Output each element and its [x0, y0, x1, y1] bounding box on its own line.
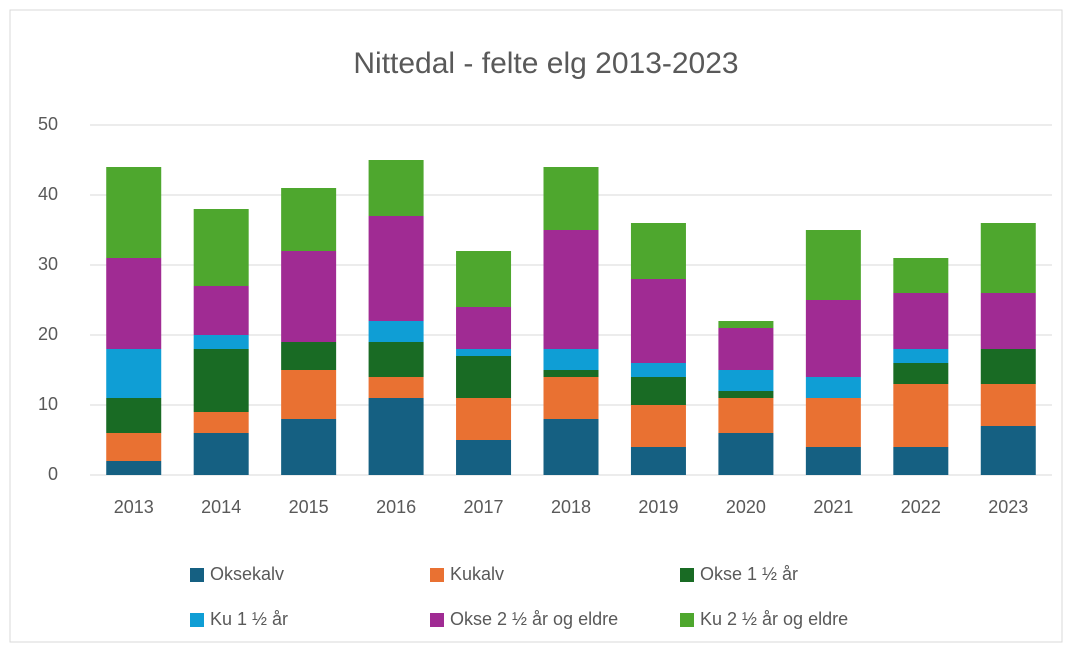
y-tick-label: 0: [48, 464, 58, 484]
chart-border: [9, 9, 1063, 643]
bar-segment: [630, 223, 686, 279]
bar-segment: [456, 356, 512, 398]
bar-segment: [718, 398, 774, 433]
legend-label: Ku 2 ½ år og eldre: [700, 609, 848, 629]
bar-segment: [630, 405, 686, 447]
bar-segment: [456, 349, 512, 356]
legend-label: Okse 1 ½ år: [700, 564, 798, 584]
bar-segment: [368, 321, 424, 342]
legend-label: Kukalv: [450, 564, 504, 584]
bar-segment: [980, 223, 1036, 293]
bar-segment: [368, 377, 424, 398]
bar-segment: [980, 293, 1036, 349]
bar-segment: [368, 216, 424, 321]
legend-swatch: [430, 568, 444, 582]
x-tick-label: 2017: [464, 497, 504, 517]
bar-segment: [456, 440, 512, 475]
legend-label: Okse 2 ½ år og eldre: [450, 609, 618, 629]
bar-segment: [980, 384, 1036, 426]
legend-swatch: [680, 568, 694, 582]
bar-segment: [193, 335, 249, 349]
bar-segment: [106, 258, 162, 349]
x-tick-label: 2016: [376, 497, 416, 517]
bar-segment: [980, 349, 1036, 384]
bar-segment: [805, 447, 861, 475]
bar-segment: [281, 188, 337, 251]
y-tick-label: 50: [38, 114, 58, 134]
bar-segment: [893, 447, 949, 475]
bar-segment: [718, 433, 774, 475]
bar-segment: [281, 419, 337, 475]
legend-swatch: [190, 613, 204, 627]
bar-segment: [893, 258, 949, 293]
y-tick-label: 40: [38, 184, 58, 204]
bar-segment: [368, 160, 424, 216]
x-tick-label: 2018: [551, 497, 591, 517]
x-tick-label: 2014: [201, 497, 241, 517]
x-tick-label: 2019: [638, 497, 678, 517]
bar-segment: [893, 293, 949, 349]
bar-segment: [193, 433, 249, 475]
x-tick-label: 2022: [901, 497, 941, 517]
bar-segment: [193, 209, 249, 286]
legend-label: Oksekalv: [210, 564, 284, 584]
bar-segment: [893, 349, 949, 363]
bar-segment: [805, 230, 861, 300]
legend-label: Ku 1 ½ år: [210, 609, 288, 629]
bar-segment: [281, 370, 337, 419]
bar-segment: [893, 363, 949, 384]
bar-segment: [543, 230, 599, 349]
bar-segment: [106, 398, 162, 433]
bar-segment: [193, 286, 249, 335]
legend-swatch: [190, 568, 204, 582]
x-tick-label: 2021: [813, 497, 853, 517]
bar-segment: [718, 391, 774, 398]
x-tick-label: 2023: [988, 497, 1028, 517]
bar-segment: [456, 398, 512, 440]
bar-segment: [718, 321, 774, 328]
bar-segment: [805, 398, 861, 447]
bar-segment: [456, 251, 512, 307]
x-tick-label: 2015: [289, 497, 329, 517]
legend-swatch: [430, 613, 444, 627]
bar-segment: [543, 419, 599, 475]
bar-segment: [368, 398, 424, 475]
bar-segment: [630, 363, 686, 377]
y-tick-label: 30: [38, 254, 58, 274]
bar-segment: [193, 412, 249, 433]
bar-segment: [281, 251, 337, 342]
bar-segment: [718, 328, 774, 370]
bar-segment: [543, 370, 599, 377]
bar-segment: [106, 349, 162, 398]
bar-segment: [718, 370, 774, 391]
bar-segment: [630, 279, 686, 363]
bar-segment: [805, 377, 861, 398]
y-tick-label: 10: [38, 394, 58, 414]
legend-swatch: [680, 613, 694, 627]
x-tick-label: 2020: [726, 497, 766, 517]
bar-segment: [193, 349, 249, 412]
bar-segment: [543, 377, 599, 419]
bar-segment: [368, 342, 424, 377]
bar-segment: [456, 307, 512, 349]
bar-segment: [543, 167, 599, 230]
x-tick-label: 2013: [114, 497, 154, 517]
bar-segment: [106, 433, 162, 461]
y-tick-label: 20: [38, 324, 58, 344]
bar-segment: [630, 377, 686, 405]
bar-segment: [106, 461, 162, 475]
bar-segment: [980, 426, 1036, 475]
bar-segment: [106, 167, 162, 258]
bar-segment: [893, 384, 949, 447]
bar-segment: [543, 349, 599, 370]
chart-title: Nittedal - felte elg 2013-2023: [353, 47, 738, 80]
bar-segment: [630, 447, 686, 475]
bar-segment: [281, 342, 337, 370]
bar-segment: [805, 300, 861, 377]
